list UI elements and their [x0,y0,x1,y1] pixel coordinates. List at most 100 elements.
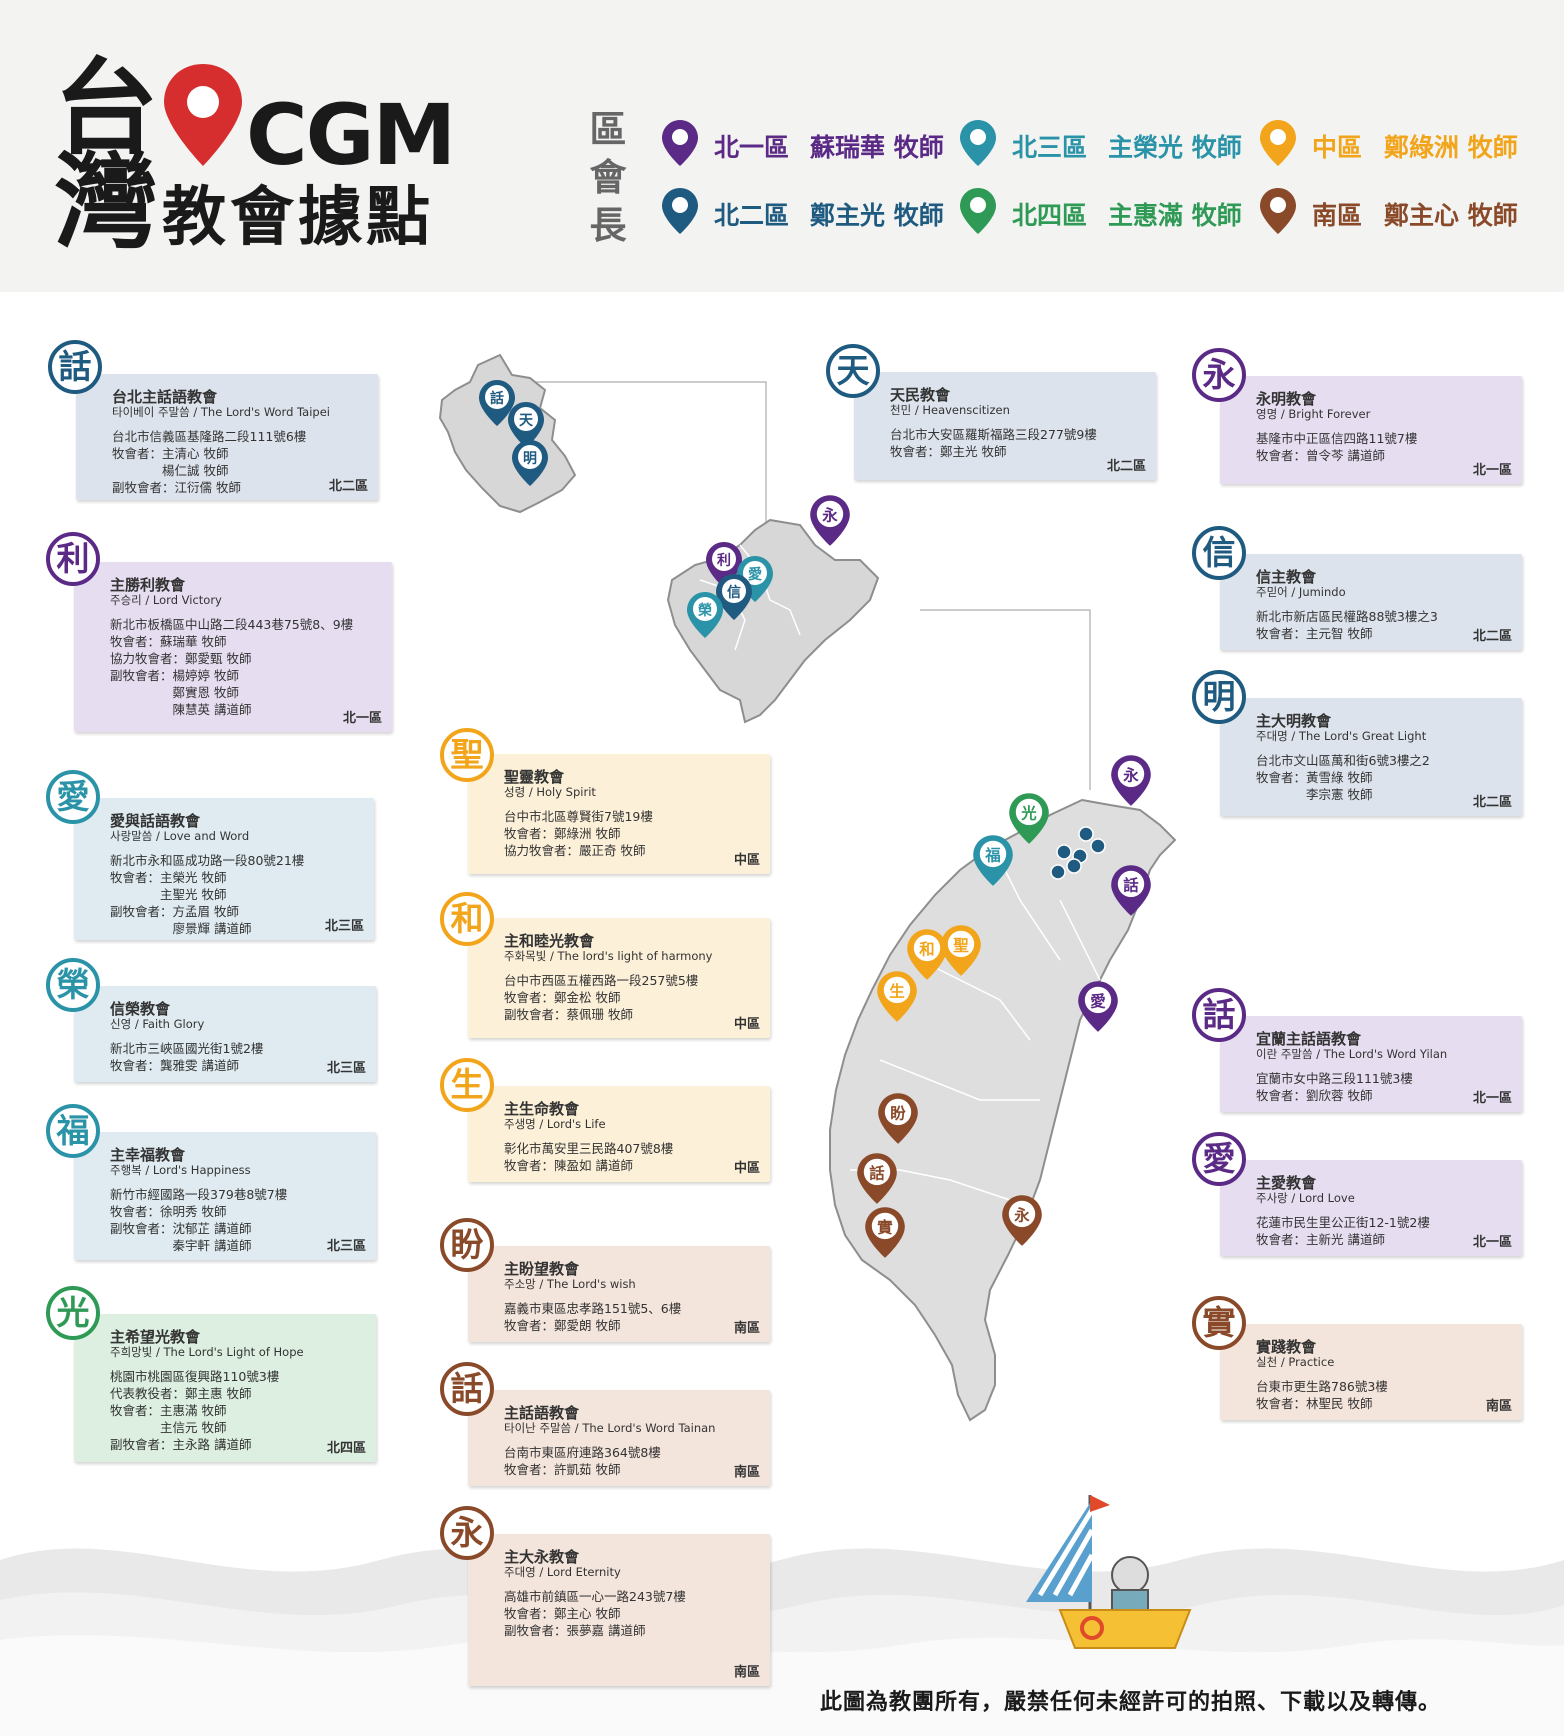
map-pin: 福 [973,835,1013,886]
map-pin-icon [662,188,698,234]
connector-line [920,609,1091,790]
map-pin: 聖 [941,925,981,976]
church-icon-badge: 生 [440,1058,494,1112]
location-pin-icon [164,64,242,166]
church-icon-badge: 話 [48,340,102,394]
map-pin: 永 [1111,755,1151,806]
church-subtitle: 주대영 / Lord Eternity [504,1565,621,1579]
church-address: 台中市西區五權西路一段257號5樓 [504,973,699,988]
church-staff: 秦宇軒 講道師 [110,1238,252,1253]
church-subtitle: 주소망 / The Lord's wish [504,1277,636,1291]
church-card: 實踐教會 실천 / Practice 台東市更生路786號3樓 牧會者：林聖民 牧師 南… [1220,1324,1522,1420]
map-pin-icon [960,188,996,234]
church-subtitle: 주생명 / Lord's Life [504,1117,606,1131]
church-region: 北一區 [1472,1091,1512,1106]
taipei-city-shape [438,353,577,514]
church-card: 主希望光教會 주희망빛 / The Lord's Light of Hope 桃園市… [74,1314,376,1462]
church-name: 愛與話語教會 [110,812,201,830]
church-address: 新北市永和區成功路一段80號21樓 [110,853,305,868]
map-pin-icon [1260,188,1296,234]
church-card: 主幸福教會 주행복 / Lord's Happiness 新竹市經國路一段379巷8… [74,1132,376,1260]
church-address: 彰化市萬安里三民路407號8樓 [504,1141,674,1156]
church-subtitle: 사랑말씀 / Love and Word [110,829,250,843]
church-address: 新北市新店區民權路88號3樓之3 [1256,609,1438,624]
church-address: 台北市大安區羅斯福路三段277號9樓 [890,427,1097,442]
church-card: 主勝利教會 주승리 / Lord Victory 新北市板橋區中山路二段443巷75… [74,562,392,732]
svg-text:生: 生 [889,982,904,1001]
map-pin: 實 [865,1207,905,1258]
church-name: 台北主話語教會 [112,388,218,406]
church-name: 主幸福教會 [110,1146,186,1164]
church-region: 南區 [733,1465,760,1480]
church-staff: 副牧會者：江衍儒 牧師 [112,480,241,495]
church-subtitle: 신영 / Faith Glory [110,1017,205,1031]
church-card: 愛與話語教會 사랑말씀 / Love and Word 新北市永和區成功路一段80號… [74,798,374,940]
church-region: 北三區 [326,1061,366,1076]
church-region: 北三區 [324,919,364,934]
map-pin-icon [662,120,698,166]
church-name: 聖靈教會 [504,768,565,786]
map-pin-small [1056,844,1072,860]
svg-text:愛: 愛 [1090,992,1106,1011]
church-address: 嘉義市東區忠孝路151號5、6樓 [504,1301,682,1316]
svg-text:永: 永 [1122,766,1139,785]
copyright-note: 此圖為教團所有，嚴禁任何未經許可的拍照、下載以及轉傳。 [820,1690,1442,1715]
svg-text:聖: 聖 [953,937,969,955]
brand-title: CGM [246,86,456,184]
church-icon-badge: 聖 [440,728,494,782]
church-staff: 副牧會者：張夢嘉 講道師 [504,1623,646,1638]
church-subtitle: 주희망빛 / The Lord's Light of Hope [110,1345,304,1359]
church-icon-badge: 利 [46,532,100,586]
svg-text:明: 明 [523,451,537,467]
church-name: 永明教會 [1256,390,1317,408]
legend-region: 北二區 [714,201,790,230]
map-pin-icon [1260,120,1296,166]
church-staff: 牧會者：主新光 講道師 [1256,1232,1385,1247]
church-name: 實踐教會 [1256,1338,1317,1356]
svg-text:永: 永 [1013,1206,1030,1225]
svg-text:利: 利 [717,552,731,569]
church-staff: 牧會者：主榮光 牧師 [110,870,227,885]
church-subtitle: 천민 / Heavenscitizen [890,403,1010,417]
church-address: 台東市更生路786號3樓 [1256,1379,1388,1394]
svg-text:福: 福 [984,846,1000,865]
church-icon-badge: 話 [440,1362,494,1416]
map-pin: 話 [479,380,515,426]
church-staff: 主信元 牧師 [110,1420,227,1435]
church-card: 聖靈教會 성령 / Holy Spirit 台中市北區尊賢街7號19樓 牧會者：鄭綠洲… [468,754,770,874]
church-address: 台北市文山區萬和街6號3樓之2 [1256,753,1430,768]
church-card: 主和睦光教會 주화목빛 / The lord's light of harmony… [468,918,770,1038]
church-subtitle: 타이베이 주말씀 / The Lord's Word Taipei [112,405,330,419]
church-staff: 代表教役者：鄭主惠 牧師 [110,1386,252,1401]
church-region: 北三區 [326,1239,366,1254]
church-address: 新北市板橋區中山路二段443巷75號8、9樓 [110,617,354,632]
church-staff: 牧會者：龔雅雯 講道師 [110,1058,239,1073]
church-staff: 牧會者：黃雪綠 牧師 [1256,770,1373,785]
church-staff: 牧會者：主元智 牧師 [1256,626,1373,641]
legend-region: 北一區 [714,133,790,162]
church-card: 主話語教會 타이난 주말씀 / The Lord's Word Tainan 台南市… [468,1390,770,1486]
legend-pastor: 鄭綠洲 牧師 [1384,133,1518,162]
church-staff: 牧會者：劉欣蓉 牧師 [1256,1088,1373,1103]
svg-text:和: 和 [919,941,934,959]
church-icon-badge: 永 [1192,348,1246,402]
church-region: 南區 [733,1665,760,1680]
church-staff: 牧會者：林聖民 牧師 [1256,1396,1373,1411]
church-staff: 牧會者：主惠滿 牧師 [110,1403,227,1418]
church-card: 主大明教會 주대명 / The Lord's Great Light 台北市文山區萬… [1220,698,1522,816]
map-pin-small [1066,858,1082,874]
church-address: 台北市信義區基隆路二段111號6樓 [112,429,307,444]
church-staff: 主聖光 牧師 [110,887,227,902]
church-subtitle: 주행복 / Lord's Happiness [110,1163,251,1177]
church-icon-badge: 福 [46,1104,100,1158]
legend-region: 中區 [1312,133,1363,162]
church-subtitle: 주화목빛 / The lord's light of harmony [504,949,713,963]
church-staff: 牧會者：鄭金松 牧師 [504,990,621,1005]
church-staff: 副牧會者：方孟眉 牧師 [110,904,239,919]
church-icon-badge: 天 [826,344,880,398]
map-pin: 愛 [1078,981,1118,1032]
church-region: 中區 [733,1017,760,1032]
church-staff: 楊仁誠 牧師 [112,463,229,478]
church-staff: 牧會者：蘇瑞華 牧師 [110,634,227,649]
church-name: 主勝利教會 [110,576,186,594]
